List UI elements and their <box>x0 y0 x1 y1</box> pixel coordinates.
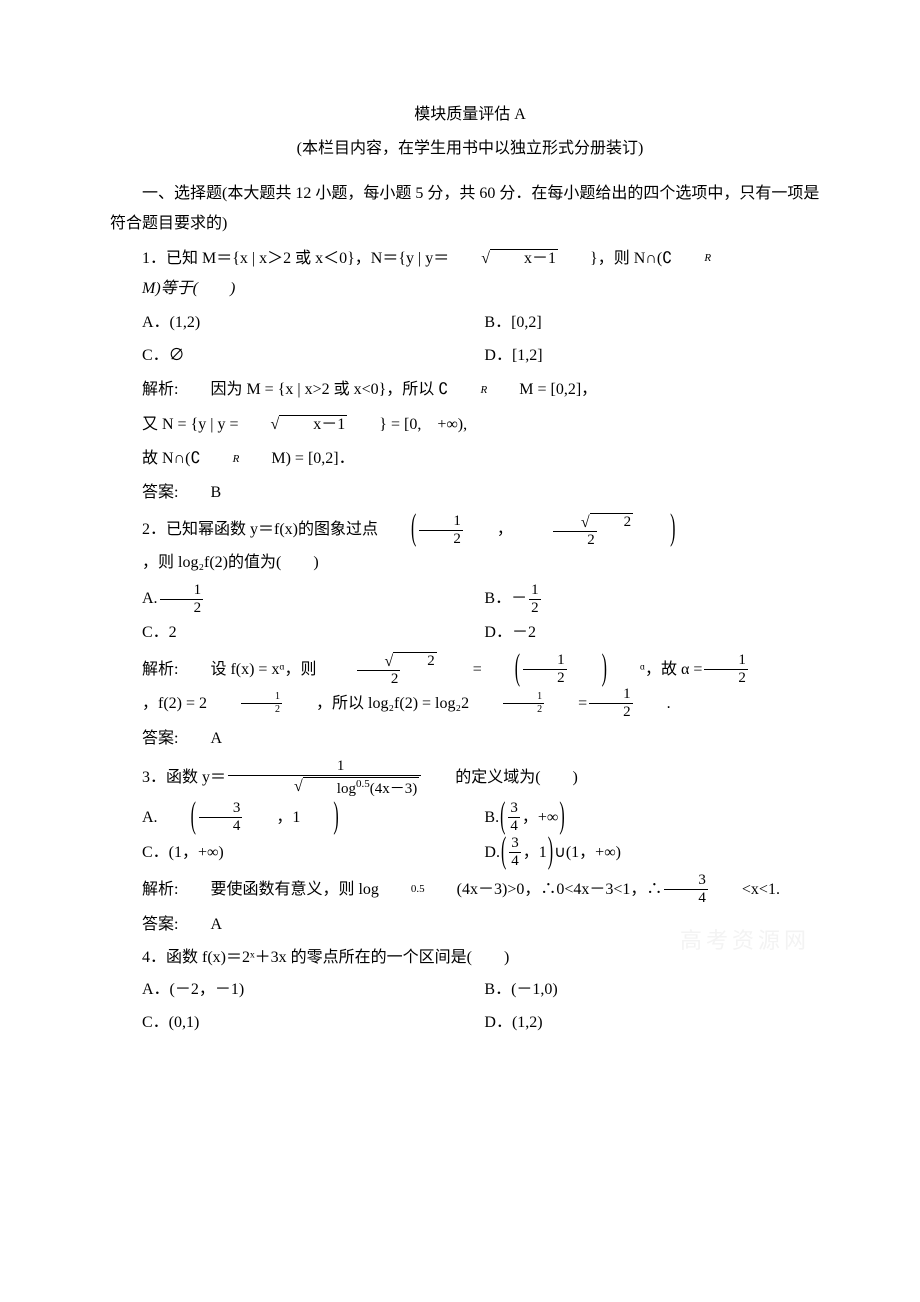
rparen-icon: ) <box>570 635 607 705</box>
sqrt-icon: √2 <box>352 652 436 670</box>
q2-sol: 解析: 设 f(x) = xᵅ，则 √2 2 = ( 12 ) ᵅ，故 α = … <box>110 652 830 721</box>
sqrt-icon: √log0.5(4x－3) <box>262 777 419 798</box>
lparen-icon: ( <box>379 495 416 565</box>
q1-sol1: 解析: 因为 M = {x | x>2 或 x<0}，所以 ∁RM = [0,2… <box>110 375 830 405</box>
q1-stem-pre: 1．已知 M＝{x | x＞2 或 x＜0}，N＝{y | y＝ <box>110 244 449 274</box>
q3-ans: 答案: A <box>110 910 830 940</box>
q1-b: B．[0,2] <box>484 308 541 338</box>
q1-stem: 1．已知 M＝{x | x＞2 或 x＜0}，N＝{y | y＝ √x－1 }，… <box>110 244 830 305</box>
q4-c: C．(0,1) <box>110 1008 199 1038</box>
q1-cd: C．∅ D．[1,2] <box>110 341 830 371</box>
rparen-icon: ) <box>559 783 564 853</box>
section-heading: 一、选择题(本大题共 12 小题，每小题 5 分，共 60 分．在每小题给出的四… <box>110 179 830 240</box>
sqrt-icon: √x－1 <box>449 249 558 268</box>
q2-ans: 答案: A <box>110 724 830 754</box>
q4-b: B．(－1,0) <box>484 975 557 1005</box>
q1-ab: A．(1,2) B．[0,2] <box>110 308 830 338</box>
lparen-icon: ( <box>483 635 520 705</box>
q1-d: D．[1,2] <box>484 341 542 371</box>
q4-d: D．(1,2) <box>484 1008 542 1038</box>
doc-subtitle: (本栏目内容，在学生用书中以独立形式分册装订) <box>110 134 830 164</box>
q3-cd: C．(1，+∞) D. ( 34 ，1 ) ∪(1，+∞) <box>110 836 830 869</box>
q1-c: C．∅ <box>110 341 185 371</box>
q3-b: B. <box>484 803 499 833</box>
lparen-icon: ( <box>159 783 196 853</box>
q2-b: B．－ <box>484 584 527 614</box>
sqrt-icon: √2 <box>549 513 633 531</box>
q4-a: A．(－2，－1) <box>110 975 244 1005</box>
rparen-icon: ) <box>638 495 675 565</box>
q3-ab: A. ( 34 ，1 ) B. ( 34 ，+∞ ) <box>110 801 830 834</box>
rparen-icon: ) <box>548 818 553 888</box>
frac: 12 <box>419 514 463 547</box>
lparen-icon: ( <box>501 818 506 888</box>
q1-sol2: 又 N = {y | y = √x－1 } = [0, +∞), <box>110 410 830 440</box>
q1-a: A．(1,2) <box>110 308 200 338</box>
q3-d: D. <box>484 838 500 868</box>
q3-a: A. <box>110 803 158 833</box>
q4-stem: 4．函数 f(x)＝2ˣ＋3x 的零点所在的一个区间是( ) <box>110 943 830 973</box>
q1-sol3: 故 N∩(∁RM) = [0,2]． <box>110 444 830 474</box>
q2-a: A. <box>110 584 158 614</box>
q2-cd: C．2 D．－2 <box>110 618 830 648</box>
q4-cd: C．(0,1) D．(1,2) <box>110 1008 830 1038</box>
q4-ab: A．(－2，－1) B．(－1,0) <box>110 975 830 1005</box>
rparen-icon: ) <box>301 783 338 853</box>
q3-sol: 解析: 要使函数有意义，则 log0.5(4x－3)>0，∴0<4x－3<1，∴… <box>110 873 830 906</box>
q2-c: C．2 <box>110 618 177 648</box>
q2-ab: A. 12 B．－ 12 <box>110 583 830 616</box>
doc-title: 模块质量评估 A <box>110 100 830 130</box>
sqrt-icon: √x－1 <box>239 415 348 434</box>
q2-stem: 2．已知幂函数 y＝f(x)的图象过点 ( 12 ， √2 2 ) ，则 log… <box>110 513 830 579</box>
q1-stem-post: }，则 N∩(∁ <box>558 244 672 274</box>
q1-ans: 答案: B <box>110 478 830 508</box>
frac: √2 2 <box>515 513 635 549</box>
q3-stem: 3．函数 y＝ 1 √log0.5(4x－3) 的定义域为( ) <box>110 759 830 798</box>
